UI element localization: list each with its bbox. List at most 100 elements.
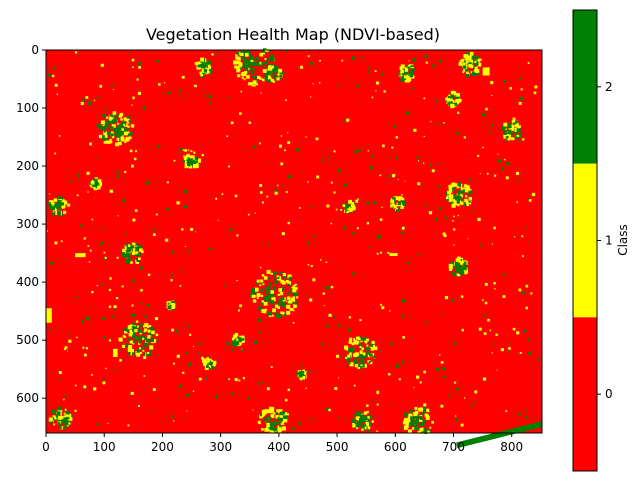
patch-cell (348, 357, 351, 360)
patch-cell (271, 69, 276, 74)
speckle-cell (300, 65, 303, 69)
patch-cell (345, 357, 349, 361)
patch-cell (354, 352, 359, 357)
patch-cell (299, 371, 303, 375)
speckle-cell (259, 184, 263, 187)
patch-cell (147, 335, 151, 339)
speckle-cell (381, 72, 384, 76)
patch-cell (268, 79, 272, 83)
patch-cell (120, 137, 125, 141)
patch-cell (413, 411, 418, 417)
speckle-cell (116, 171, 119, 174)
patch-cell (448, 95, 451, 99)
y-tick-label: 300 (16, 217, 39, 231)
speckle-cell (68, 335, 70, 337)
patch-cell (457, 204, 460, 207)
vegetation-patch (398, 64, 415, 83)
speckle-cell (99, 243, 102, 246)
speckle-cell (194, 84, 197, 88)
patch-cell (251, 76, 254, 78)
speckle-cell (197, 141, 199, 143)
patch-cell (400, 197, 403, 200)
patch-cell (511, 124, 515, 128)
speckle-cell (333, 150, 336, 153)
patch-cell (93, 187, 96, 190)
speckle-cell (114, 369, 117, 372)
speckle-cell (307, 55, 310, 58)
speckle-cell (274, 79, 277, 82)
speckle-cell (325, 261, 328, 263)
patch-cell (108, 131, 111, 134)
patch-cell (363, 411, 367, 415)
patch-cell (204, 366, 209, 370)
vegetation-patch (231, 333, 245, 347)
speckle-cell (336, 85, 339, 87)
vegetation-patch (390, 196, 407, 213)
patch-cell (64, 424, 67, 427)
speckle-cell (493, 226, 496, 230)
speckle-cell (53, 66, 56, 70)
speckle-cell (312, 83, 314, 85)
speckle-cell (335, 208, 338, 211)
speckle-cell (498, 356, 500, 358)
patch-cell (355, 412, 359, 416)
speckle-cell (292, 322, 295, 324)
patch-cell (349, 352, 352, 355)
speckle-cell (477, 154, 480, 157)
patch-cell (245, 53, 249, 57)
speckle-cell (274, 411, 278, 415)
patch-cell (263, 417, 267, 421)
patch-cell (408, 429, 412, 434)
speckle-cell (76, 295, 79, 298)
patch-cell (283, 412, 288, 416)
speckle-cell (107, 422, 109, 424)
speckle-cell (116, 256, 119, 259)
patch-cell (455, 258, 459, 261)
patch-cell (503, 122, 508, 127)
patch-cell (141, 346, 145, 350)
patch-cell (189, 166, 193, 169)
patch-cell (362, 363, 367, 368)
speckle-cell (187, 149, 190, 151)
speckle-cell (147, 273, 151, 276)
patch-cell (131, 335, 134, 338)
patch-cell (365, 347, 370, 352)
speckle-cell (102, 257, 106, 260)
speckle-cell (89, 249, 92, 252)
patch-cell (367, 422, 371, 426)
patch-cell (274, 278, 277, 282)
speckle-cell (312, 278, 316, 282)
speckle-cell (518, 413, 521, 416)
patch-cell (236, 65, 240, 69)
patch-cell (359, 366, 362, 369)
speckle-cell (101, 283, 103, 286)
patch-cell (236, 56, 240, 60)
patch-cell (448, 263, 453, 268)
speckle-cell (453, 215, 455, 218)
speckle-cell (240, 90, 243, 93)
speckle-cell (479, 173, 481, 175)
vegetation-patches (46, 48, 543, 449)
speckle-cell (131, 104, 133, 106)
speckle-cell (50, 261, 54, 265)
patch-cell (261, 428, 264, 431)
speckle-cell (98, 157, 100, 160)
speckle-cell (443, 375, 447, 379)
speckle-cell (429, 164, 432, 167)
patch-cell (355, 340, 360, 345)
speckle-cell (341, 288, 343, 290)
patch-cell (358, 420, 361, 424)
patch-cell (267, 75, 271, 79)
patch-cell (193, 164, 197, 168)
patch-cell (195, 157, 199, 161)
speckle-cell (192, 390, 195, 392)
speckle-cell (412, 347, 414, 349)
speckle-cell (296, 148, 300, 152)
speckle-cell (188, 363, 192, 367)
speckle-cell (482, 377, 487, 381)
speckle-cell (101, 241, 105, 245)
patch-cell (357, 365, 362, 369)
speckle-cell (139, 266, 143, 270)
patch-cell (353, 340, 358, 345)
speckle-cell (90, 306, 92, 308)
